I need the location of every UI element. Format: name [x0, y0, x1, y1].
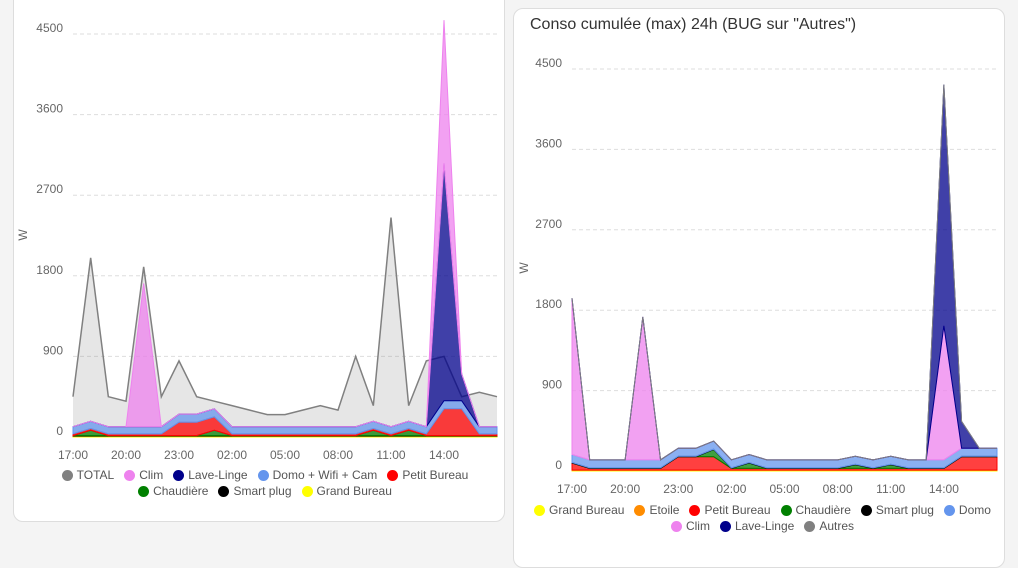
- y-tick-label: 2700: [535, 217, 562, 231]
- x-tick-label: 20:00: [610, 482, 640, 496]
- legend-swatch: [671, 521, 682, 532]
- page: W 0 900 1800 2700 3600 4500 17:00 20:00 23:00 02:0…: [0, 0, 1018, 556]
- legend: TOTAL Clim Lave-Linge Domo + Wifi + Cam Peti…: [50, 468, 480, 498]
- legend-swatch: [218, 486, 229, 497]
- legend-swatch: [124, 470, 135, 481]
- legend-label: Petit Bureau: [704, 503, 770, 517]
- legend-label: Etoile: [649, 503, 679, 517]
- legend-swatch: [720, 521, 731, 532]
- legend-label: Domo + Wifi + Cam: [273, 468, 378, 482]
- x-tick-label: 08:00: [323, 448, 353, 462]
- legend-swatch: [387, 470, 398, 481]
- legend-label: Grand Bureau: [317, 484, 392, 498]
- legend-item[interactable]: TOTAL: [62, 468, 115, 482]
- y-tick-label: 3600: [535, 136, 562, 150]
- y-tick-label: 1800: [535, 297, 562, 311]
- legend-label: Domo: [959, 503, 991, 517]
- x-tick-label: 14:00: [429, 448, 459, 462]
- legend-item[interactable]: Grand Bureau: [302, 484, 392, 498]
- legend-swatch: [689, 505, 700, 516]
- y-tick-label: 4500: [36, 21, 63, 35]
- x-tick-label: 20:00: [111, 448, 141, 462]
- legend-label: TOTAL: [77, 468, 115, 482]
- x-tick-label: 11:00: [876, 482, 905, 496]
- legend-swatch: [258, 470, 269, 481]
- y-axis-label: W: [517, 262, 531, 274]
- legend-item[interactable]: Etoile: [634, 503, 679, 517]
- x-tick-label: 23:00: [663, 482, 693, 496]
- x-tick-label: 14:00: [929, 482, 959, 496]
- x-tick-label: 05:00: [769, 482, 799, 496]
- y-tick-label: 4500: [535, 56, 562, 70]
- legend-item[interactable]: Clim: [124, 468, 163, 482]
- x-tick-label: 11:00: [376, 448, 405, 462]
- legend-swatch: [62, 470, 73, 481]
- legend-label: Autres: [819, 519, 854, 533]
- y-tick-label: 3600: [36, 102, 63, 116]
- legend-swatch: [634, 505, 645, 516]
- y-tick-label: 1800: [36, 263, 63, 277]
- legend-swatch: [302, 486, 313, 497]
- x-tick-label: 02:00: [716, 482, 746, 496]
- legend-swatch: [173, 470, 184, 481]
- legend-item[interactable]: Petit Bureau: [689, 503, 770, 517]
- y-tick-label: 900: [43, 343, 63, 357]
- legend-item[interactable]: Lave-Linge: [720, 519, 794, 533]
- legend-swatch: [804, 521, 815, 532]
- legend-label: Lave-Linge: [188, 468, 247, 482]
- y-tick-label: 900: [542, 378, 562, 392]
- legend-label: Lave-Linge: [735, 519, 794, 533]
- legend-label: Smart plug: [233, 484, 291, 498]
- y-tick-label: 0: [56, 424, 63, 438]
- legend-item[interactable]: Clim: [671, 519, 710, 533]
- legend-label: Petit Bureau: [402, 468, 468, 482]
- legend-label: Clim: [139, 468, 163, 482]
- legend-item[interactable]: Grand Bureau: [534, 503, 624, 517]
- y-tick-label: 0: [555, 458, 562, 472]
- x-tick-label: 02:00: [217, 448, 247, 462]
- legend-item[interactable]: Smart plug: [861, 503, 934, 517]
- legend-label: Smart plug: [876, 503, 934, 517]
- legend-label: Chaudière: [153, 484, 208, 498]
- y-axis-label: W: [16, 229, 30, 241]
- y-tick-label: 2700: [36, 182, 63, 196]
- legend-label: Grand Bureau: [549, 503, 624, 517]
- legend-item[interactable]: Petit Bureau: [387, 468, 468, 482]
- x-tick-label: 08:00: [823, 482, 853, 496]
- x-tick-label: 17:00: [557, 482, 587, 496]
- x-tick-label: 05:00: [270, 448, 300, 462]
- chart-title: Conso cumulée (max) 24h (BUG sur "Autres…: [530, 16, 856, 33]
- legend-item[interactable]: Chaudière: [781, 503, 851, 517]
- legend-label: Clim: [686, 519, 710, 533]
- legend-item[interactable]: Smart plug: [218, 484, 291, 498]
- legend-swatch: [944, 505, 955, 516]
- x-tick-label: 17:00: [58, 448, 88, 462]
- legend-item[interactable]: Domo: [944, 503, 991, 517]
- legend-item[interactable]: Autres: [804, 519, 854, 533]
- legend: Grand Bureau Etoile Petit Bureau Chaudière S…: [525, 503, 1000, 533]
- legend-label: Chaudière: [796, 503, 851, 517]
- legend-swatch: [781, 505, 792, 516]
- legend-item[interactable]: Lave-Linge: [173, 468, 247, 482]
- legend-swatch: [138, 486, 149, 497]
- legend-item[interactable]: Domo + Wifi + Cam: [258, 468, 378, 482]
- legend-swatch: [534, 505, 545, 516]
- legend-item[interactable]: Chaudière: [138, 484, 208, 498]
- legend-swatch: [861, 505, 872, 516]
- x-tick-label: 23:00: [164, 448, 194, 462]
